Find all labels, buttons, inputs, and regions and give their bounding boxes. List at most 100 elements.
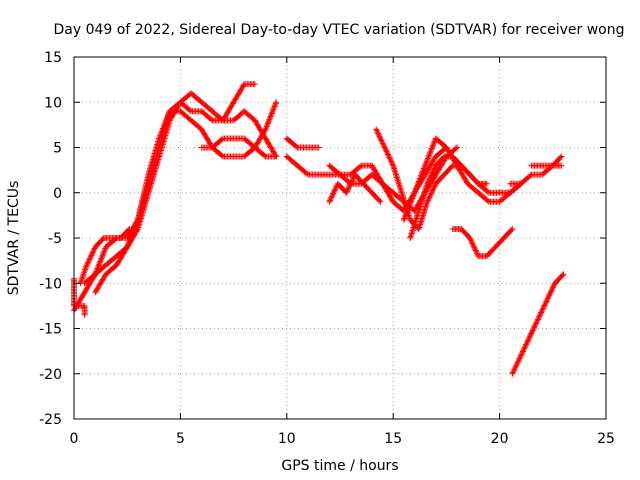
data-point [413, 184, 420, 191]
data-point [96, 261, 103, 268]
data-point [129, 229, 136, 236]
data-point [430, 186, 437, 193]
data-point [158, 128, 165, 135]
data-marks [71, 81, 567, 377]
data-point [384, 150, 391, 157]
data-point [161, 122, 168, 129]
data-point [377, 134, 384, 141]
data-point [96, 259, 103, 266]
x-tick-label: 15 [384, 431, 402, 447]
y-tick-label: -10 [39, 276, 62, 292]
x-tick-label: 20 [491, 431, 509, 447]
y-tick-label: 10 [44, 95, 62, 111]
data-point [218, 152, 225, 159]
data-point [452, 145, 459, 152]
y-tick-label: -15 [39, 322, 62, 338]
data-point [384, 151, 391, 158]
data-point [426, 193, 433, 200]
data-point [98, 255, 105, 262]
data-point [558, 162, 565, 169]
data-point [426, 176, 433, 183]
data-point [431, 165, 438, 172]
data-point [534, 316, 541, 323]
data-point [79, 274, 86, 281]
data-point [468, 239, 475, 246]
series-arc-03 [92, 99, 280, 296]
data-point [535, 315, 542, 322]
data-point [407, 199, 414, 206]
data-point [348, 178, 355, 185]
data-point [264, 120, 271, 127]
data-point [261, 127, 268, 134]
data-point [537, 310, 544, 317]
data-point [420, 166, 427, 173]
data-point [186, 107, 193, 114]
data-point [332, 184, 339, 191]
data-point [344, 186, 351, 193]
data-point [100, 251, 107, 258]
data-point [430, 141, 437, 148]
data-point [412, 186, 419, 193]
data-point [529, 328, 536, 335]
data-point [409, 194, 416, 201]
data-point [411, 189, 418, 196]
data-point [132, 222, 139, 229]
data-point [534, 317, 541, 324]
data-point [427, 191, 434, 198]
data-point [515, 356, 522, 363]
data-point [510, 369, 517, 376]
data-point [129, 231, 136, 238]
data-point [131, 225, 138, 232]
data-point [264, 122, 271, 129]
data-point [513, 362, 520, 369]
data-point [424, 198, 431, 205]
data-point [124, 244, 131, 251]
data-point [429, 187, 436, 194]
data-point [346, 182, 353, 189]
data-point [327, 197, 334, 204]
data-point [382, 147, 389, 154]
data-point [429, 142, 436, 149]
data-point [267, 113, 274, 120]
data-point [124, 242, 131, 249]
data-point [557, 154, 564, 161]
data-point [532, 320, 539, 327]
data-point [85, 259, 92, 266]
data-point [418, 171, 425, 178]
data-point [403, 211, 410, 218]
data-point [471, 244, 478, 251]
data-point [271, 103, 278, 110]
data-point [530, 326, 537, 333]
data-point [163, 116, 170, 123]
data-point [161, 121, 168, 128]
data-point [542, 299, 549, 306]
data-point [470, 241, 477, 248]
data-point [99, 254, 105, 261]
y-tick-label: -20 [39, 367, 62, 383]
data-point [80, 271, 87, 278]
data-point [89, 249, 96, 256]
series-arc-15 [528, 153, 565, 169]
data-point [133, 221, 140, 228]
data-point [538, 308, 545, 315]
data-point [127, 235, 134, 242]
data-point [85, 257, 92, 264]
y-tick-label: 5 [53, 141, 62, 157]
x-axis-label: GPS time / hours [281, 458, 398, 474]
series-arc-11 [400, 135, 524, 223]
data-point [428, 189, 435, 196]
data-point [127, 236, 133, 243]
data-point [349, 175, 356, 182]
data-point [472, 246, 479, 253]
data-point [335, 170, 342, 177]
data-point [270, 106, 277, 113]
data-point [550, 283, 557, 290]
data-point [82, 266, 89, 273]
data-point [97, 258, 104, 265]
data-point [268, 110, 275, 117]
data-point [377, 136, 384, 143]
data-point [519, 348, 526, 355]
data-point [330, 189, 337, 196]
data-point [378, 137, 385, 144]
